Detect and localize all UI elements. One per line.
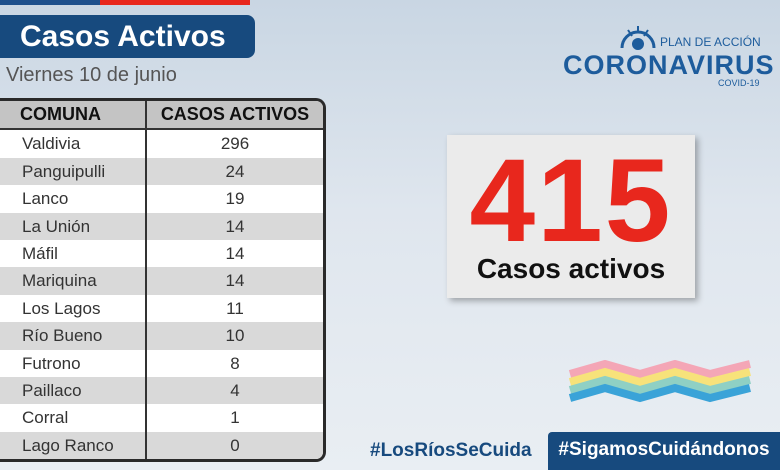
cell-value: 0	[230, 435, 240, 455]
logo-plan: PLAN DE ACCIÓN	[660, 35, 761, 49]
cell-name: Paillaco	[0, 376, 147, 405]
table-row: Los Lagos 11	[0, 294, 323, 323]
top-stripe	[0, 0, 250, 5]
total-label: Casos activos	[476, 253, 666, 284]
cell-value: 296	[220, 134, 250, 154]
hashtag: #LosRíosSeCuida	[370, 440, 532, 461]
cell-value: 11	[226, 298, 244, 318]
table: COMUNA CASOS ACTIVOS Valdivia 296 Panguipull…	[0, 98, 326, 463]
cell-value: 10	[225, 326, 245, 346]
cell-value: 14	[225, 243, 245, 263]
cell-value: 4	[230, 380, 240, 400]
cell-name: Panguipulli	[0, 157, 147, 186]
cell-name: Lanco	[0, 185, 147, 213]
logo-sub: COVID-19	[718, 78, 760, 88]
total-box: 415 Casos activos	[447, 135, 695, 298]
table-row: La Unión 14	[0, 212, 323, 240]
table-row: Río Bueno 10	[0, 322, 323, 350]
table-row: Valdivia 296	[0, 130, 323, 158]
logo-name: CORONAVIRUS	[563, 50, 775, 80]
wave-decoration	[568, 360, 751, 403]
cell-name: Futrono	[0, 349, 147, 377]
logo-icon	[620, 26, 656, 50]
title: Casos Activos	[0, 15, 255, 58]
cell-value: 14	[225, 216, 245, 236]
table-row: Paillaco 4	[0, 376, 323, 405]
cell-value: 14	[225, 271, 245, 291]
cell-name: Los Lagos	[0, 294, 147, 323]
hashtag-box: #SigamosCuidándonos	[548, 432, 780, 470]
table-row: Lago Ranco 0	[0, 431, 323, 460]
cell-name: Corral	[0, 404, 147, 432]
cell-value: 1	[230, 408, 240, 428]
cell-name: La Unión	[0, 212, 147, 240]
table-row: Panguipulli 24	[0, 157, 323, 186]
cell-name: Lago Ranco	[0, 431, 147, 460]
cell-name: Máfil	[0, 239, 147, 268]
cell-value: 19	[225, 189, 245, 209]
table-header: COMUNA CASOS ACTIVOS	[0, 101, 323, 131]
date: Viernes 10 de junio	[6, 64, 177, 86]
total-value: 415	[469, 135, 673, 267]
table-row: Corral 1	[0, 404, 323, 432]
cell-name: Valdivia	[0, 130, 147, 158]
table-row: Máfil 14	[0, 239, 323, 268]
cell-name: Río Bueno	[0, 322, 147, 350]
column-header: COMUNA	[0, 101, 147, 129]
table-row: Mariquina 14	[0, 267, 323, 295]
table-row: Futrono 8	[0, 349, 323, 377]
cell-value: 8	[230, 353, 240, 373]
cell-name: Mariquina	[0, 267, 147, 295]
column-header: CASOS ACTIVOS	[160, 104, 310, 124]
cell-value: 24	[225, 161, 245, 181]
table-row: Lanco 19	[0, 185, 323, 213]
